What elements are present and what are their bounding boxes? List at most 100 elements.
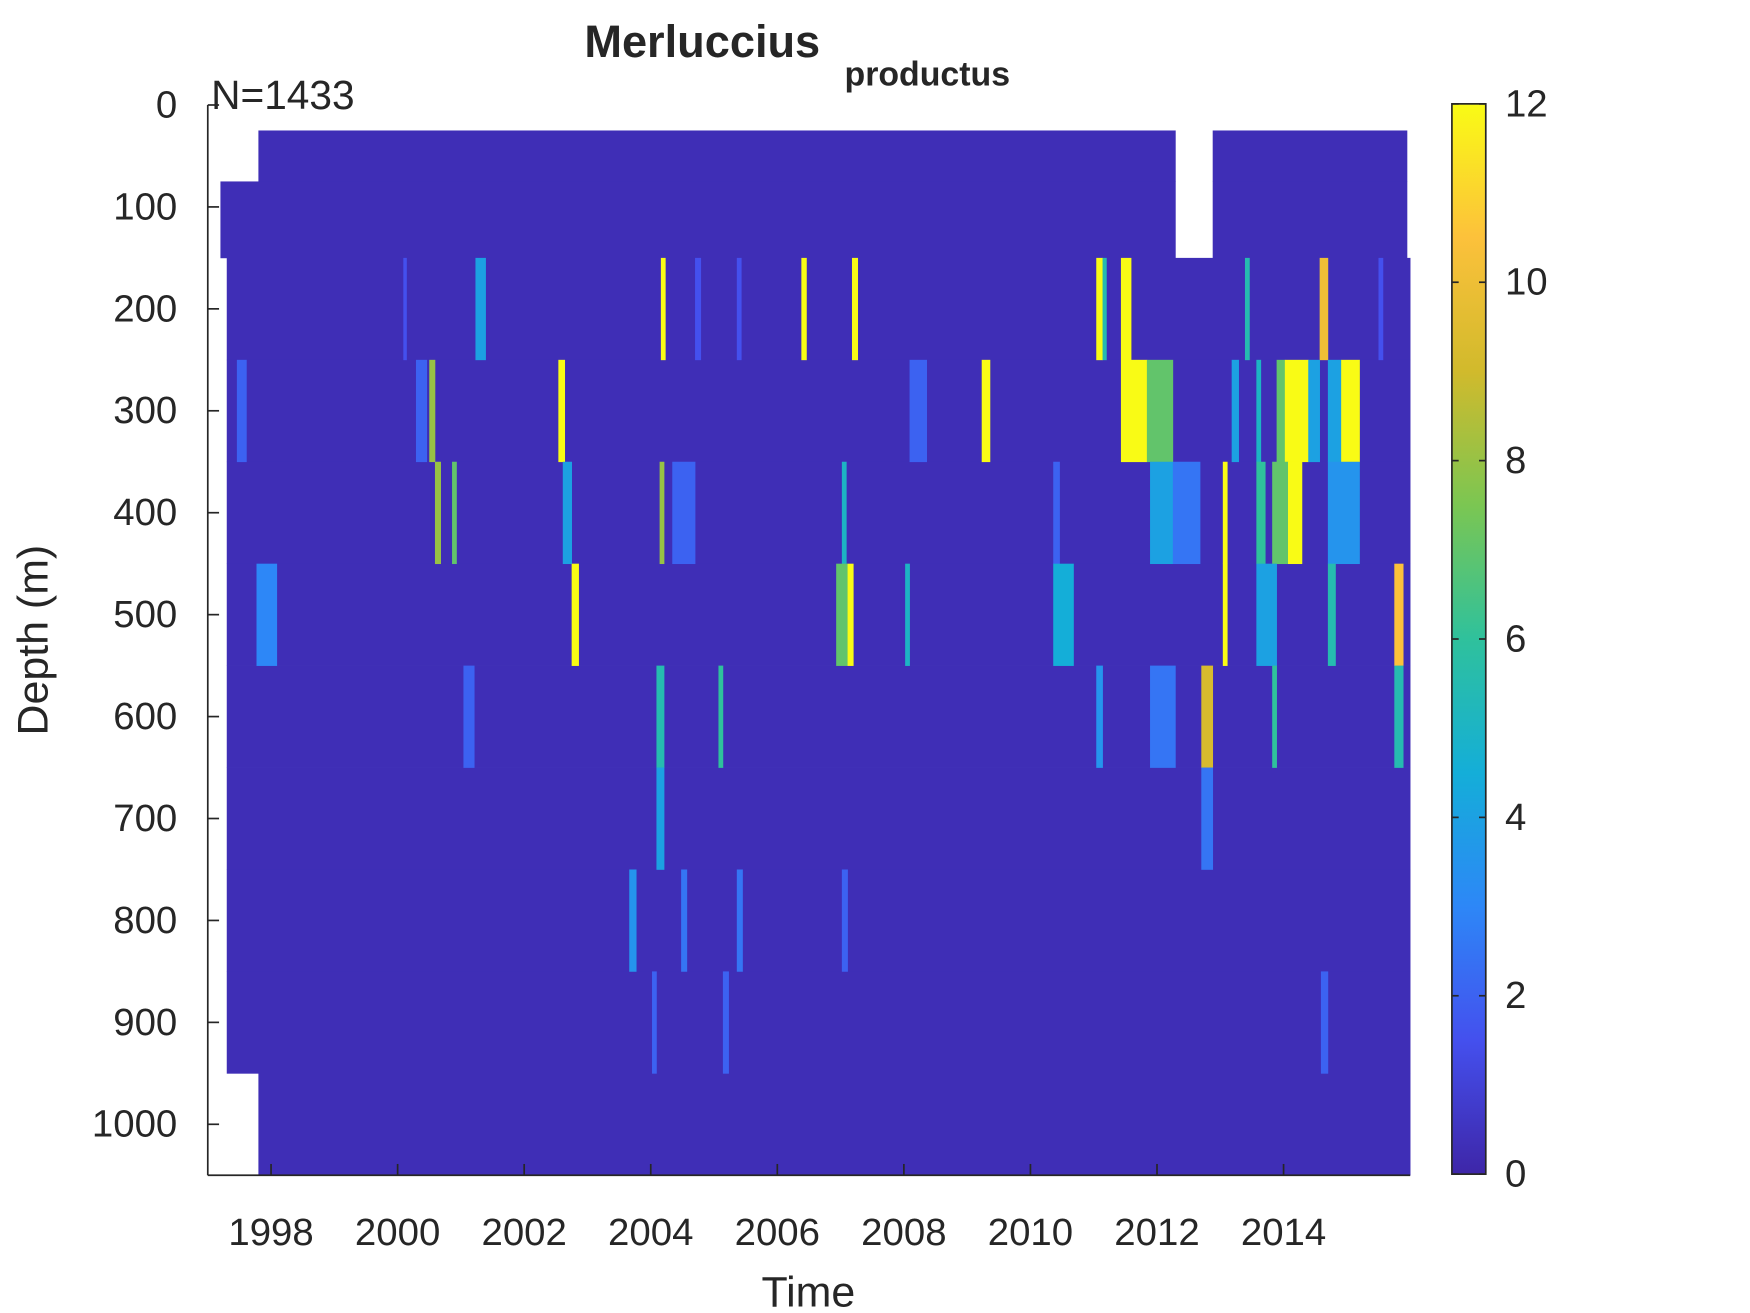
heatmap-cell: [1096, 665, 1103, 768]
y-tick-label: 0: [156, 83, 177, 126]
heatmap-cell: [434, 461, 441, 565]
heatmap-cell: [1096, 257, 1103, 361]
heatmap-cell: [226, 461, 1411, 565]
heatmap-cell: [1120, 359, 1148, 463]
heatmap-cell: [1327, 563, 1336, 666]
colorbar-tick-label: 8: [1505, 439, 1526, 482]
heatmap-cell: [736, 257, 742, 361]
heatmap-cell: [429, 359, 436, 463]
heatmap-cell: [226, 257, 1411, 361]
y-tick-label: 700: [113, 797, 177, 840]
heatmap-cell: [851, 257, 859, 361]
heatmap-cell: [1201, 767, 1214, 870]
heatmap-cell: [415, 359, 428, 463]
heatmap-cell: [1053, 563, 1074, 666]
heatmap-cell: [1231, 359, 1239, 463]
y-tick-label: 400: [113, 491, 177, 534]
heatmap-cell: [1308, 359, 1320, 463]
heatmap-cell: [226, 869, 1411, 972]
heatmap-cell: [256, 563, 278, 666]
heatmap-cell: [452, 461, 457, 565]
heatmap-cell: [1053, 461, 1060, 565]
colorbar-tick-label: 6: [1505, 617, 1526, 660]
heatmap-cell: [463, 665, 475, 768]
heatmap-cell: [841, 869, 848, 972]
heatmap-cell: [736, 869, 743, 972]
x-tick-label: 2004: [608, 1211, 693, 1254]
heatmap-cell: [258, 130, 1176, 182]
heatmap-cell: [1341, 359, 1360, 463]
heatmap-cell: [226, 665, 1411, 768]
heatmap-cell: [1256, 359, 1262, 463]
heatmap-cell: [1378, 257, 1384, 361]
heatmap-cell: [1256, 563, 1277, 666]
heatmap-cell: [1320, 971, 1329, 1074]
heatmap-cell: [1288, 461, 1303, 565]
x-tick-label: 2012: [1114, 1211, 1199, 1254]
heatmap-cell: [1172, 461, 1201, 565]
x-tick-label: 2000: [355, 1211, 440, 1254]
x-tick-label: 2002: [481, 1211, 566, 1254]
heatmap-cell: [558, 359, 566, 463]
heatmap-cell: [672, 461, 696, 565]
colorbar-tick-label: 4: [1505, 796, 1526, 839]
heatmap-cell: [695, 257, 702, 361]
y-tick-label: 100: [113, 185, 177, 228]
heatmap-cell: [659, 461, 665, 565]
heatmap-cell: [236, 359, 247, 463]
heatmap-cell: [562, 461, 572, 565]
colorbar-tick-label: 0: [1505, 1153, 1526, 1196]
heatmap-cell: [1146, 359, 1174, 463]
heatmap-cell: [258, 1073, 1411, 1176]
x-tick-label: 2010: [988, 1211, 1073, 1254]
heatmap-cell: [909, 359, 927, 463]
heatmap-cell: [722, 971, 729, 1074]
colorbar-tick-label: 12: [1505, 82, 1548, 125]
heatmap-cell: [1394, 563, 1404, 666]
heatmap-cell: [629, 869, 637, 972]
heatmap-cell: [226, 971, 1411, 1074]
heatmap-cell: [681, 869, 688, 972]
annotation: N=1433: [211, 72, 354, 118]
heatmap-cell: [836, 563, 848, 666]
x-axis-label: Time: [762, 1268, 856, 1313]
heatmap-cell: [1276, 359, 1286, 463]
colorbar-tick-label: 10: [1505, 261, 1548, 304]
heatmap-cell: [1394, 665, 1404, 768]
y-tick-label: 500: [113, 593, 177, 636]
x-tick-label: 2006: [735, 1211, 820, 1254]
y-tick-label: 800: [113, 899, 177, 942]
heatmap-cell: [981, 359, 991, 463]
heatmap-cell: [1319, 257, 1329, 361]
heatmap-cell: [656, 665, 665, 768]
heatmap-cell: [1327, 461, 1360, 565]
heatmap-cell: [1327, 359, 1342, 463]
chart-title-subscript: productus: [845, 56, 1011, 94]
heatmap-cell: [660, 257, 666, 361]
chart-title: Merluccius: [584, 16, 820, 67]
heatmap-cell: [1201, 665, 1214, 768]
heatmap-cell: [1222, 461, 1228, 565]
heatmap-cell: [656, 767, 665, 870]
x-tick-label: 2014: [1241, 1211, 1326, 1254]
heatmap-cell: [841, 461, 847, 565]
heatmap-cell: [1284, 359, 1309, 463]
heatmap-cell: [1212, 181, 1408, 259]
x-tick-label: 1998: [228, 1211, 313, 1254]
heatmap-cell: [220, 181, 1176, 259]
colorbar-tick-label: 2: [1505, 974, 1526, 1017]
y-tick-label: 900: [113, 1001, 177, 1044]
y-tick-label: 300: [113, 389, 177, 432]
heatmap-cell: [905, 563, 910, 666]
heatmap-cell: [403, 257, 407, 361]
x-tick-label: 2008: [861, 1211, 946, 1254]
heatmap-cell: [1272, 461, 1289, 565]
heatmap-cell: [475, 257, 486, 361]
heatmap-cell: [847, 563, 854, 666]
y-tick-label: 200: [113, 287, 177, 330]
heatmap-cell: [652, 971, 657, 1074]
heatmap-cell: [718, 665, 724, 768]
heatmap-cell: [1150, 461, 1174, 565]
